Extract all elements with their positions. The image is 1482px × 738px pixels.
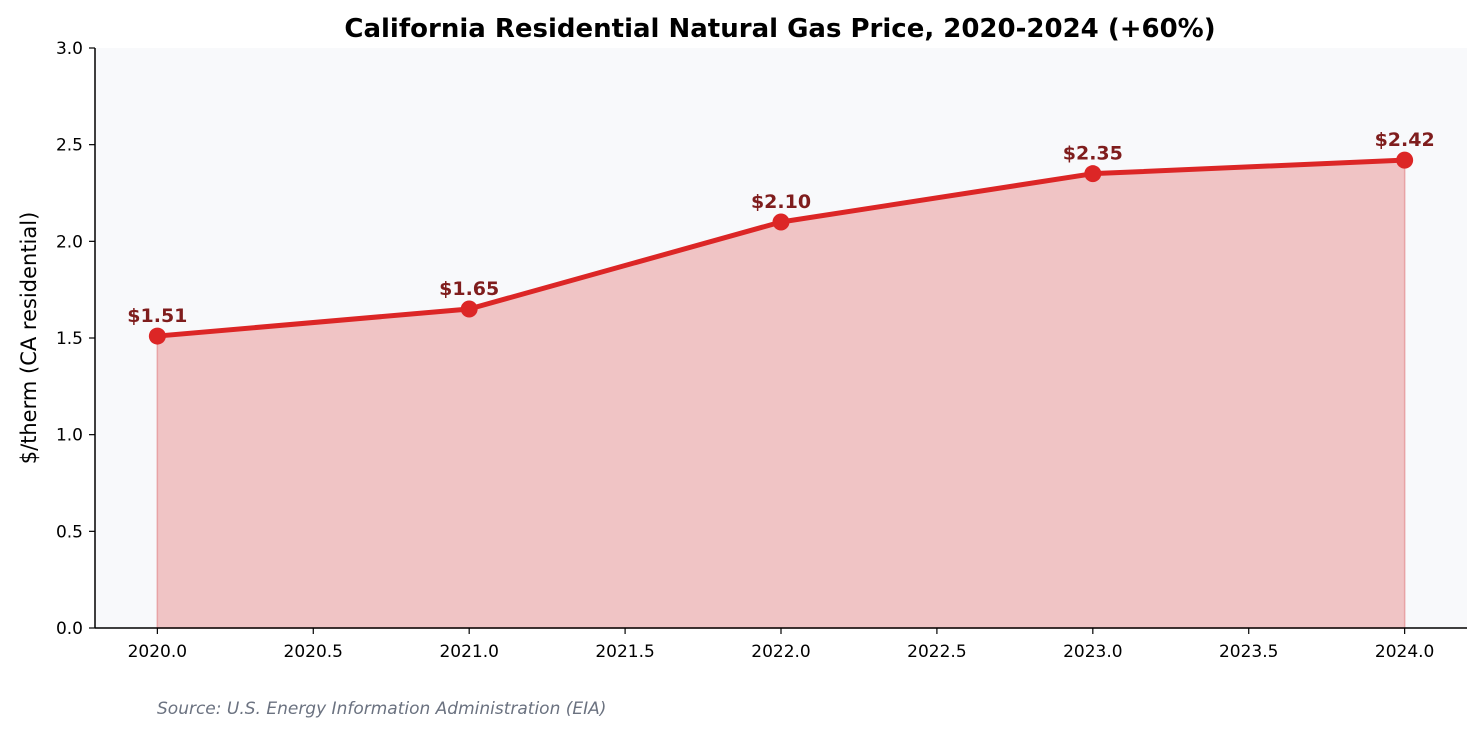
x-tick-label: 2021.0 — [439, 642, 498, 662]
x-tick-label: 2022.0 — [751, 642, 810, 662]
data-label-2020: $1.51 — [127, 305, 187, 327]
y-tick-label: 1.0 — [56, 426, 83, 446]
data-label-2021: $1.65 — [439, 278, 499, 300]
data-label-2023: $2.35 — [1063, 143, 1123, 165]
x-tick-label: 2021.5 — [595, 642, 654, 662]
x-tick-label: 2024.0 — [1375, 642, 1434, 662]
data-point-2021 — [460, 300, 478, 318]
x-tick-label: 2020.5 — [284, 642, 343, 662]
x-tick-label: 2023.5 — [1219, 642, 1278, 662]
data-point-2024 — [1396, 151, 1414, 169]
x-tick-label: 2023.0 — [1063, 642, 1122, 662]
axis-layer: 0.0 0.5 1.0 1.5 2.0 2.5 3.0 2020.0 2020.5 2021.0 2… — [56, 39, 1467, 662]
y-tick-label: 2.5 — [56, 136, 83, 156]
y-tick-label: 0.0 — [56, 619, 83, 639]
y-axis-label: $/therm (CA residential) — [17, 212, 41, 465]
marker-layer — [148, 151, 1414, 345]
data-point-2023 — [1084, 165, 1102, 183]
data-label-2022: $2.10 — [751, 191, 811, 213]
data-point-2022 — [772, 213, 790, 231]
source-note: Source: U.S. Energy Information Administ… — [157, 699, 606, 719]
y-tick-label: 0.5 — [56, 522, 83, 542]
y-tick-label: 1.5 — [56, 329, 83, 349]
data-point-2020 — [148, 327, 166, 345]
data-label-2024: $2.42 — [1375, 129, 1435, 151]
x-tick-label: 2020.0 — [128, 642, 187, 662]
chart-title: California Residential Natural Gas Price… — [344, 14, 1215, 44]
y-tick-label: 2.0 — [56, 232, 83, 252]
x-tick-label: 2022.5 — [907, 642, 966, 662]
y-tick-label: 3.0 — [56, 39, 83, 59]
data-label-layer: $1.51 $1.65 $2.10 $2.35 $2.42 — [127, 129, 1434, 327]
